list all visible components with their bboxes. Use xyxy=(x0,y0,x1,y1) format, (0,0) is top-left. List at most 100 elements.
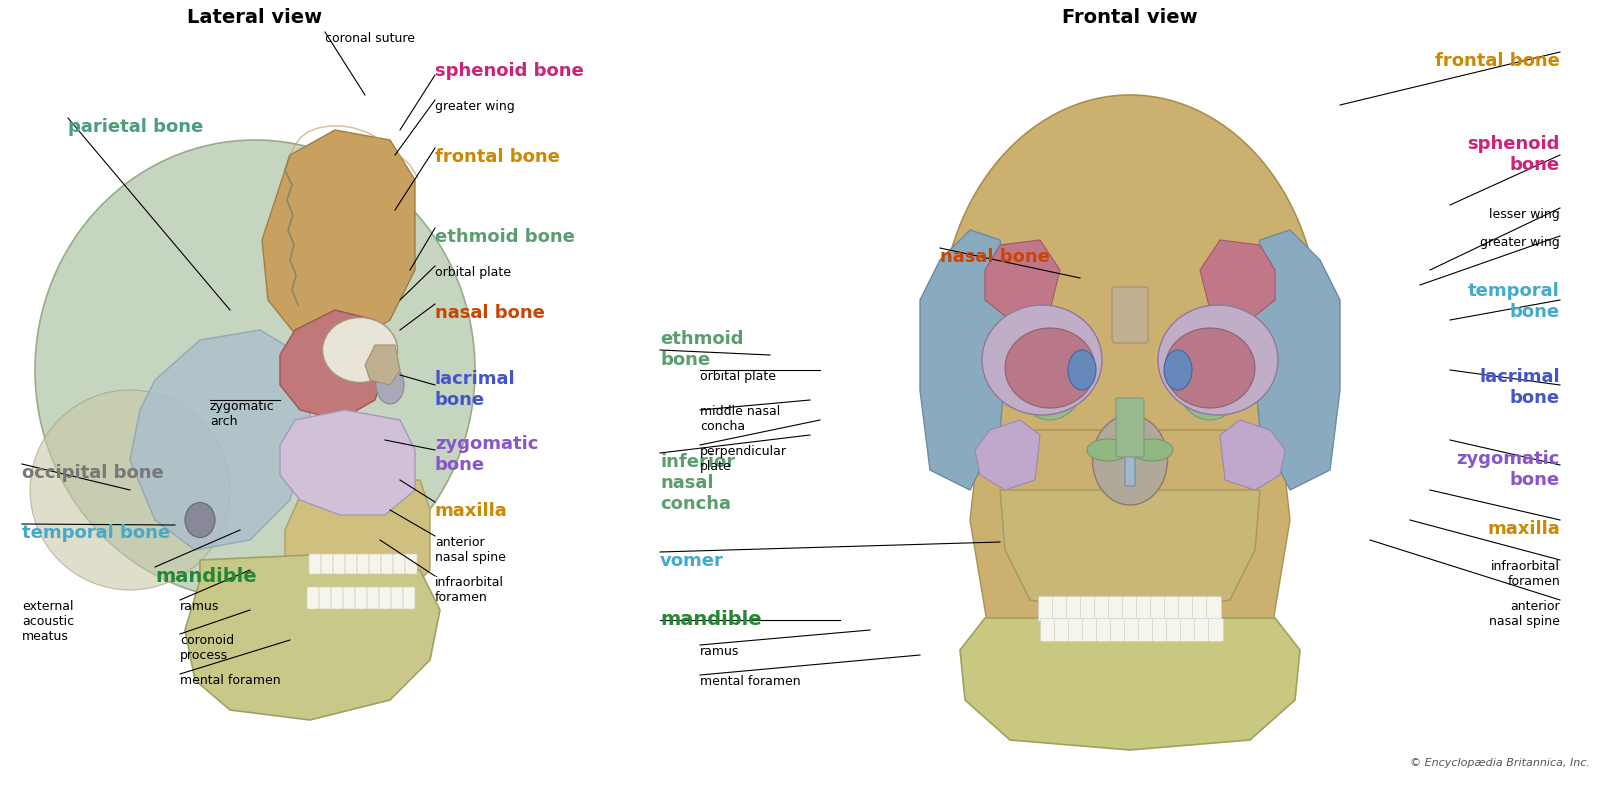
Text: temporal bone: temporal bone xyxy=(22,524,170,542)
FancyBboxPatch shape xyxy=(1123,597,1138,622)
Text: inferior
nasal
concha: inferior nasal concha xyxy=(661,453,734,512)
FancyBboxPatch shape xyxy=(1136,597,1152,622)
FancyBboxPatch shape xyxy=(1067,597,1082,622)
Ellipse shape xyxy=(1131,439,1173,461)
Text: mandible: mandible xyxy=(661,610,762,629)
Text: frontal bone: frontal bone xyxy=(435,148,560,166)
Polygon shape xyxy=(1221,420,1285,490)
Text: maxilla: maxilla xyxy=(435,502,507,520)
FancyBboxPatch shape xyxy=(1206,597,1221,622)
Ellipse shape xyxy=(1165,350,1192,390)
Text: perpendicular
plate: perpendicular plate xyxy=(701,445,787,473)
Polygon shape xyxy=(960,618,1299,750)
Text: greater wing: greater wing xyxy=(435,100,515,113)
FancyBboxPatch shape xyxy=(1195,619,1210,641)
Ellipse shape xyxy=(1069,350,1096,390)
FancyBboxPatch shape xyxy=(1038,597,1053,622)
FancyBboxPatch shape xyxy=(1192,597,1208,622)
Polygon shape xyxy=(986,240,1059,320)
Text: occipital bone: occipital bone xyxy=(22,464,163,482)
FancyBboxPatch shape xyxy=(331,587,342,609)
FancyBboxPatch shape xyxy=(390,587,403,609)
Polygon shape xyxy=(970,430,1290,700)
FancyBboxPatch shape xyxy=(1179,597,1194,622)
Ellipse shape xyxy=(376,366,403,404)
Ellipse shape xyxy=(1086,439,1130,461)
Polygon shape xyxy=(1200,240,1275,320)
Ellipse shape xyxy=(1093,415,1168,505)
Text: orbital plate: orbital plate xyxy=(435,266,510,279)
Ellipse shape xyxy=(941,95,1320,565)
FancyBboxPatch shape xyxy=(318,587,331,609)
FancyBboxPatch shape xyxy=(1080,597,1096,622)
Text: nasal bone: nasal bone xyxy=(941,248,1050,266)
Ellipse shape xyxy=(1165,328,1254,408)
FancyBboxPatch shape xyxy=(1165,597,1179,622)
Ellipse shape xyxy=(35,140,475,600)
FancyBboxPatch shape xyxy=(394,554,405,574)
Polygon shape xyxy=(186,555,440,720)
FancyBboxPatch shape xyxy=(1054,619,1069,641)
Polygon shape xyxy=(1000,490,1261,615)
FancyBboxPatch shape xyxy=(1117,398,1144,457)
Text: greater wing: greater wing xyxy=(1480,236,1560,249)
Text: infraorbital
foramen: infraorbital foramen xyxy=(435,576,504,604)
Text: lacrimal
bone: lacrimal bone xyxy=(1480,368,1560,407)
Text: zygomatic
bone: zygomatic bone xyxy=(435,435,538,474)
Polygon shape xyxy=(280,310,390,420)
FancyBboxPatch shape xyxy=(333,554,346,574)
FancyBboxPatch shape xyxy=(366,587,379,609)
FancyBboxPatch shape xyxy=(342,587,355,609)
FancyBboxPatch shape xyxy=(403,587,414,609)
FancyBboxPatch shape xyxy=(1069,619,1083,641)
Text: parietal bone: parietal bone xyxy=(67,118,203,136)
Polygon shape xyxy=(365,345,400,385)
Text: temporal
bone: temporal bone xyxy=(1469,282,1560,321)
Text: ramus: ramus xyxy=(701,645,739,658)
Text: coronal suture: coronal suture xyxy=(325,32,414,45)
FancyBboxPatch shape xyxy=(1040,619,1056,641)
FancyBboxPatch shape xyxy=(1109,597,1123,622)
FancyBboxPatch shape xyxy=(1150,597,1165,622)
FancyBboxPatch shape xyxy=(405,554,418,574)
Polygon shape xyxy=(262,130,414,345)
Text: sphenoid bone: sphenoid bone xyxy=(435,62,584,80)
Text: ethmoid
bone: ethmoid bone xyxy=(661,330,744,369)
Ellipse shape xyxy=(982,305,1102,415)
Ellipse shape xyxy=(323,318,397,383)
Text: lesser wing: lesser wing xyxy=(1490,208,1560,221)
Text: © Encyclopædia Britannica, Inc.: © Encyclopædia Britannica, Inc. xyxy=(1410,758,1590,768)
Text: Frontal view: Frontal view xyxy=(1062,8,1198,27)
Ellipse shape xyxy=(1005,328,1094,408)
Text: vomer: vomer xyxy=(661,552,723,570)
FancyBboxPatch shape xyxy=(309,554,322,574)
FancyBboxPatch shape xyxy=(1110,619,1125,641)
Polygon shape xyxy=(920,230,1010,490)
FancyBboxPatch shape xyxy=(1094,597,1109,622)
Text: orbital plate: orbital plate xyxy=(701,370,776,383)
FancyBboxPatch shape xyxy=(346,554,357,574)
Ellipse shape xyxy=(186,502,214,538)
FancyBboxPatch shape xyxy=(1152,619,1168,641)
Text: sphenoid
bone: sphenoid bone xyxy=(1467,135,1560,174)
Text: mental foramen: mental foramen xyxy=(179,674,280,687)
FancyBboxPatch shape xyxy=(1166,619,1181,641)
Text: Lateral view: Lateral view xyxy=(187,8,323,27)
Text: zygomatic
bone: zygomatic bone xyxy=(1456,450,1560,489)
Text: maxilla: maxilla xyxy=(1488,520,1560,538)
FancyBboxPatch shape xyxy=(379,587,390,609)
FancyBboxPatch shape xyxy=(307,587,318,609)
FancyBboxPatch shape xyxy=(1112,287,1149,343)
Text: anterior
nasal spine: anterior nasal spine xyxy=(435,536,506,564)
Polygon shape xyxy=(285,480,430,605)
FancyBboxPatch shape xyxy=(1125,619,1139,641)
Text: nasal bone: nasal bone xyxy=(435,304,546,322)
FancyBboxPatch shape xyxy=(1053,597,1067,622)
FancyBboxPatch shape xyxy=(370,554,381,574)
Text: frontal bone: frontal bone xyxy=(1435,52,1560,70)
Text: coronoid
process: coronoid process xyxy=(179,634,234,662)
Ellipse shape xyxy=(1014,330,1085,420)
FancyBboxPatch shape xyxy=(322,554,333,574)
FancyBboxPatch shape xyxy=(381,554,394,574)
Text: mental foramen: mental foramen xyxy=(701,675,800,688)
